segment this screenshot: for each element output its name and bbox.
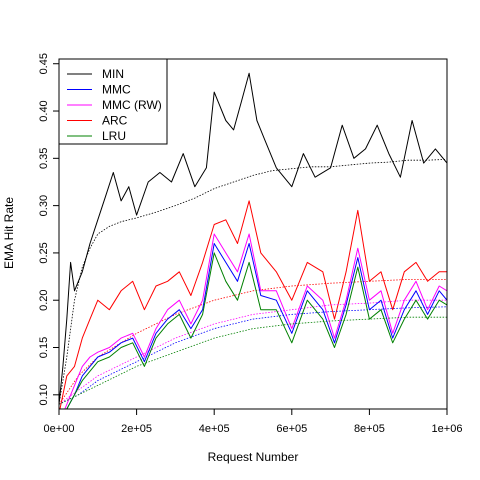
series-line-mmc-rw-average	[59, 299, 447, 405]
x-tick-label: 0e+00	[44, 423, 75, 435]
series-line-mmc-rw	[64, 233, 447, 409]
legend-label-lru: LRU	[102, 129, 126, 143]
y-tick-label: 0.35	[38, 148, 50, 169]
x-tick-label: 6e+05	[276, 423, 307, 435]
x-axis-title: Request Number	[208, 450, 299, 464]
series-line-arc	[59, 200, 447, 409]
legend-label-arc: ARC	[102, 114, 128, 128]
y-axis-title: EMA Hit Rate	[2, 197, 16, 269]
series-line-min-average	[59, 158, 447, 405]
series-line-arc-average	[59, 278, 447, 405]
y-tick-label: 0.45	[38, 53, 50, 74]
x-tick-label: 8e+05	[354, 423, 385, 435]
series-layer	[59, 72, 447, 409]
series-line-mmc	[66, 243, 447, 409]
series-line-min	[59, 72, 447, 405]
series-line-lru	[66, 252, 447, 409]
y-tick-label: 0.20	[38, 290, 50, 311]
legend-box	[58, 58, 168, 145]
y-tick-label: 0.40	[38, 100, 50, 121]
y-axis: 0.10 0.15 0.20 0.25 0.30 0.35 0.40 0.45	[38, 53, 60, 406]
y-tick-label: 0.30	[38, 195, 50, 216]
legend-label-min: MIN	[102, 67, 124, 81]
y-tick-label: 0.25	[38, 242, 50, 263]
series-line-lru-average	[59, 316, 447, 405]
y-tick-label: 0.10	[38, 384, 50, 405]
x-axis: 0e+00 2e+05 4e+05 6e+05 8e+05 1e+06	[44, 408, 463, 435]
series-line-mmc-average	[59, 306, 447, 405]
legend-label-mmc-rw: MMC (RW)	[102, 98, 162, 112]
x-tick-label: 4e+05	[199, 423, 230, 435]
x-tick-label: 2e+05	[121, 423, 152, 435]
y-tick-label: 0.15	[38, 337, 50, 358]
x-tick-label: 1e+06	[432, 423, 463, 435]
legend-label-mmc: MMC	[102, 83, 131, 97]
